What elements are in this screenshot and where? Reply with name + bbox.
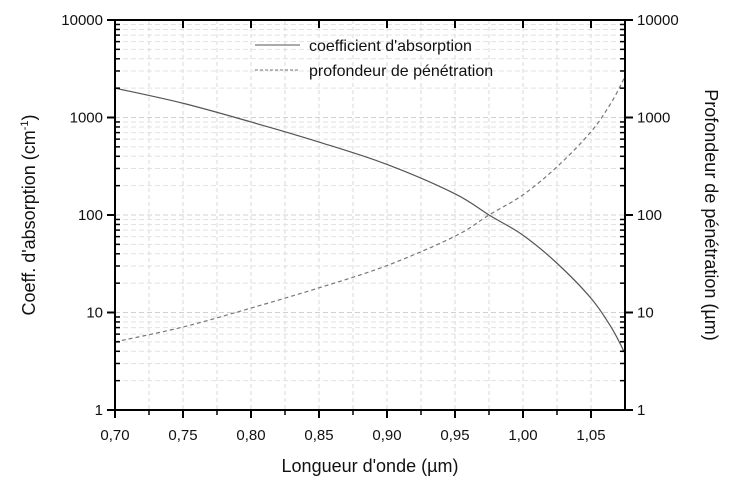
x-tick-label: 0,85 <box>304 427 333 444</box>
y-tick-label: 1 <box>95 402 103 419</box>
y2-tick-label: 10000 <box>637 12 679 29</box>
y2-tick-label: 10 <box>637 305 654 322</box>
legend-label-penetration: profondeur de pénétration <box>309 63 493 80</box>
x-tick-label: 0,75 <box>168 427 197 444</box>
x-tick-label: 0,70 <box>100 427 129 444</box>
y-tick-label: 10000 <box>61 12 103 29</box>
y-tick-label: 100 <box>78 207 103 224</box>
series-line-penetration <box>115 77 625 342</box>
x-tick-label: 1,05 <box>576 427 605 444</box>
y-tick-label: 1000 <box>70 110 103 127</box>
x-tick-label: 1,00 <box>508 427 537 444</box>
x-tick-label: 0,80 <box>236 427 265 444</box>
y2-tick-label: 100 <box>637 207 662 224</box>
y-axis-label: Coeff. d'absorption (cm-1) <box>19 115 39 316</box>
legend-label-absorption: coefficient d'absorption <box>309 38 472 55</box>
x-axis-label: Longueur d'onde (µm) <box>282 456 459 476</box>
y2-tick-label: 1 <box>637 402 645 419</box>
x-tick-label: 0,95 <box>440 427 469 444</box>
y2-tick-label: 1000 <box>637 110 670 127</box>
y-tick-label: 10 <box>86 305 103 322</box>
series-line-absorption <box>115 88 625 353</box>
x-tick-label: 0,90 <box>372 427 401 444</box>
y2-axis-label: Profondeur de pénétration (µm) <box>701 89 721 341</box>
